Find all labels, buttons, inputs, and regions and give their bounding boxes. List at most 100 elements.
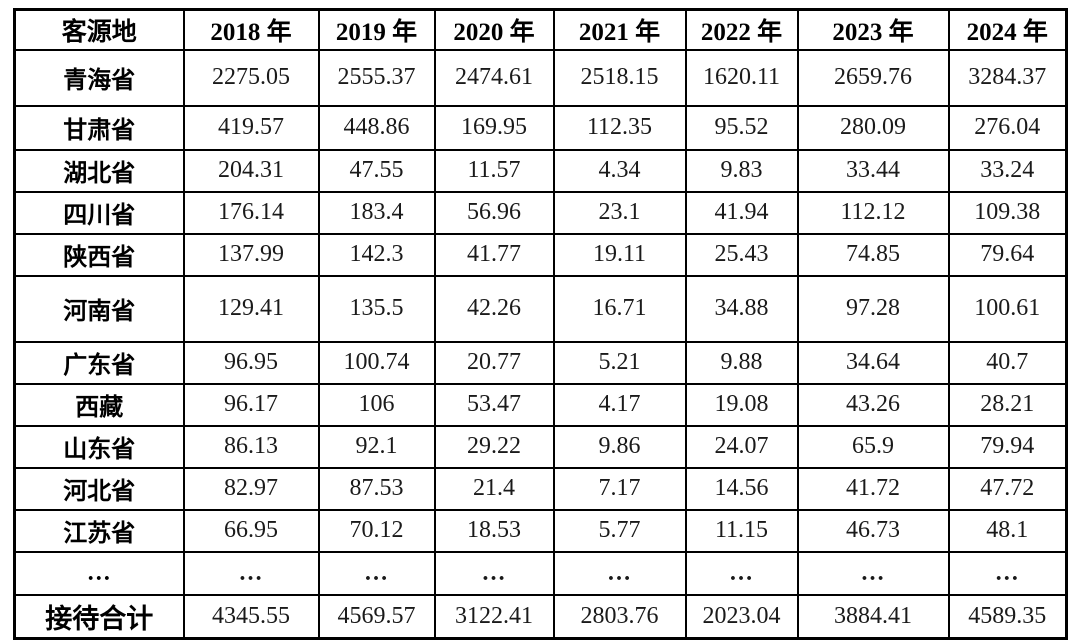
- value-cell: 24.07: [684, 424, 799, 469]
- value-cell: 16.71: [552, 274, 687, 343]
- row-label: 江苏省: [13, 508, 185, 553]
- value-cell: 276.04: [947, 104, 1068, 151]
- value-cell: 41.77: [433, 232, 555, 277]
- table-row: 广东省 96.95 100.74 20.77 5.21 9.88 34.64 40.7: [13, 340, 1068, 385]
- value-cell: 19.11: [552, 232, 687, 277]
- header-cell-year: 2022 年: [684, 8, 799, 51]
- value-cell: …: [684, 550, 799, 596]
- total-value-cell: 4589.35: [947, 593, 1068, 640]
- value-cell: 34.64: [796, 340, 950, 385]
- row-label: 湖北省: [13, 148, 185, 193]
- value-cell: 112.35: [552, 104, 687, 151]
- header-cell-year: 2021 年: [552, 8, 687, 51]
- value-cell: 66.95: [182, 508, 320, 553]
- total-row: 接待合计 4345.55 4569.57 3122.41 2803.76 2023.04 3…: [13, 593, 1068, 640]
- value-cell: 65.9: [796, 424, 950, 469]
- value-cell: 43.26: [796, 382, 950, 427]
- value-cell: …: [552, 550, 687, 596]
- value-cell: 33.24: [947, 148, 1068, 193]
- value-cell: 53.47: [433, 382, 555, 427]
- value-cell: 28.21: [947, 382, 1068, 427]
- value-cell: …: [182, 550, 320, 596]
- value-cell: 11.15: [684, 508, 799, 553]
- value-cell: 25.43: [684, 232, 799, 277]
- value-cell: 34.88: [684, 274, 799, 343]
- value-cell: 129.41: [182, 274, 320, 343]
- header-cell-source: 客源地: [13, 8, 185, 51]
- value-cell: 280.09: [796, 104, 950, 151]
- value-cell: 95.52: [684, 104, 799, 151]
- value-cell: 23.1: [552, 190, 687, 235]
- value-cell: 56.96: [433, 190, 555, 235]
- total-value-cell: 2023.04: [684, 593, 799, 640]
- value-cell: 183.4: [317, 190, 436, 235]
- value-cell: 79.94: [947, 424, 1068, 469]
- value-cell: 87.53: [317, 466, 436, 511]
- header-cell-year: 2019 年: [317, 8, 436, 51]
- value-cell: 3284.37: [947, 48, 1068, 107]
- table-row: 河南省 129.41 135.5 42.26 16.71 34.88 97.28 100.61: [13, 274, 1068, 343]
- value-cell: 47.55: [317, 148, 436, 193]
- table-row: 湖北省 204.31 47.55 11.57 4.34 9.83 33.44 33.24: [13, 148, 1068, 193]
- value-cell: 11.57: [433, 148, 555, 193]
- value-cell: 106: [317, 382, 436, 427]
- row-label: …: [13, 550, 185, 596]
- value-cell: 41.72: [796, 466, 950, 511]
- value-cell: 1620.11: [684, 48, 799, 107]
- value-cell: 9.83: [684, 148, 799, 193]
- value-cell: 41.94: [684, 190, 799, 235]
- table-row: 四川省 176.14 183.4 56.96 23.1 41.94 112.12 109.38: [13, 190, 1068, 235]
- value-cell: 448.86: [317, 104, 436, 151]
- value-cell: 20.77: [433, 340, 555, 385]
- value-cell: 169.95: [433, 104, 555, 151]
- value-cell: 29.22: [433, 424, 555, 469]
- value-cell: 100.74: [317, 340, 436, 385]
- total-value-cell: 2803.76: [552, 593, 687, 640]
- table-row: 甘肃省 419.57 448.86 169.95 112.35 95.52 280.09 27…: [13, 104, 1068, 151]
- table-row: 河北省 82.97 87.53 21.4 7.17 14.56 41.72 47.72: [13, 466, 1068, 511]
- value-cell: 79.64: [947, 232, 1068, 277]
- header-cell-year: 2023 年: [796, 8, 950, 51]
- value-cell: 74.85: [796, 232, 950, 277]
- value-cell: 135.5: [317, 274, 436, 343]
- header-cell-year: 2024 年: [947, 8, 1068, 51]
- total-value-cell: 4569.57: [317, 593, 436, 640]
- value-cell: 100.61: [947, 274, 1068, 343]
- value-cell: 176.14: [182, 190, 320, 235]
- value-cell: 142.3: [317, 232, 436, 277]
- total-value-cell: 4345.55: [182, 593, 320, 640]
- value-cell: 5.77: [552, 508, 687, 553]
- row-label: 山东省: [13, 424, 185, 469]
- value-cell: 4.17: [552, 382, 687, 427]
- value-cell: …: [796, 550, 950, 596]
- total-value-cell: 3884.41: [796, 593, 950, 640]
- table-body: 青海省 2275.05 2555.37 2474.61 2518.15 1620.11 26…: [13, 48, 1068, 596]
- value-cell: 48.1: [947, 508, 1068, 553]
- table-row: 西藏 96.17 106 53.47 4.17 19.08 43.26 28.21: [13, 382, 1068, 427]
- row-label: 四川省: [13, 190, 185, 235]
- row-label: 青海省: [13, 48, 185, 107]
- value-cell: 2518.15: [552, 48, 687, 107]
- value-cell: …: [947, 550, 1068, 596]
- table-row: 山东省 86.13 92.1 29.22 9.86 24.07 65.9 79.94: [13, 424, 1068, 469]
- total-value-cell: 3122.41: [433, 593, 555, 640]
- table-row: 江苏省 66.95 70.12 18.53 5.77 11.15 46.73 48.1: [13, 508, 1068, 553]
- row-label: 河北省: [13, 466, 185, 511]
- value-cell: 96.95: [182, 340, 320, 385]
- row-label: 河南省: [13, 274, 185, 343]
- value-cell: 14.56: [684, 466, 799, 511]
- value-cell: 4.34: [552, 148, 687, 193]
- value-cell: 19.08: [684, 382, 799, 427]
- value-cell: 70.12: [317, 508, 436, 553]
- value-cell: 109.38: [947, 190, 1068, 235]
- header-cell-year: 2020 年: [433, 8, 555, 51]
- value-cell: 5.21: [552, 340, 687, 385]
- value-cell: 42.26: [433, 274, 555, 343]
- value-cell: 137.99: [182, 232, 320, 277]
- value-cell: 21.4: [433, 466, 555, 511]
- value-cell: 2474.61: [433, 48, 555, 107]
- table-footer: 接待合计 4345.55 4569.57 3122.41 2803.76 2023.04 3…: [13, 593, 1068, 640]
